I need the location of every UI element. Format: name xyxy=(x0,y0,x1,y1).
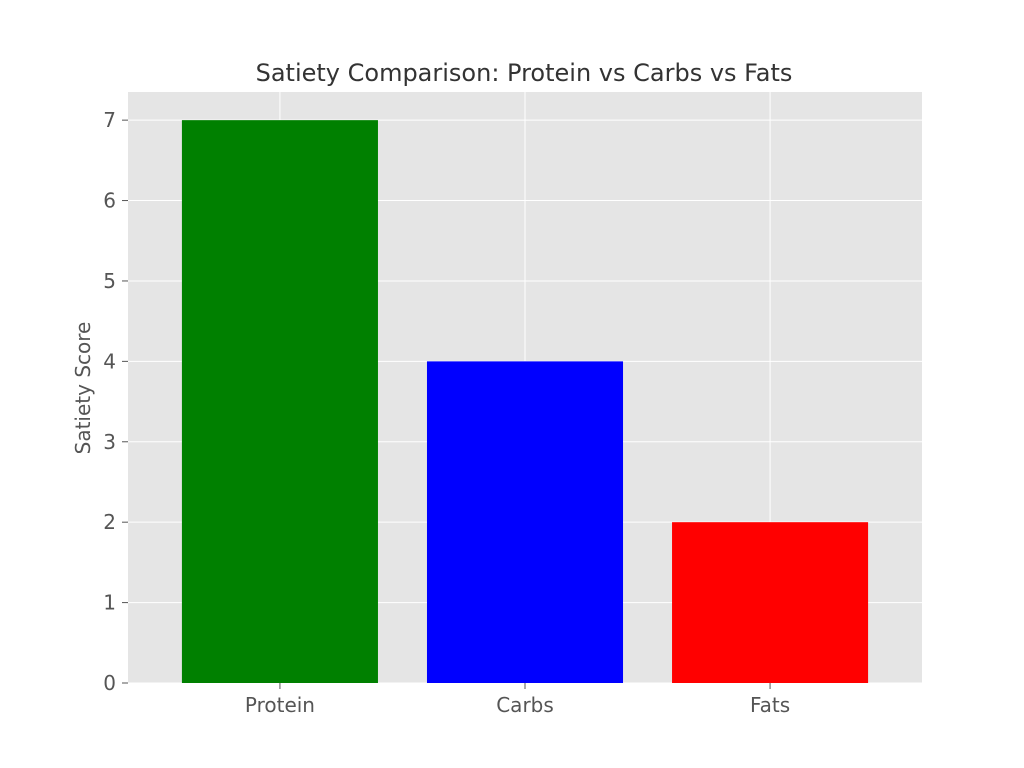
y-axis-label: Satiety Score xyxy=(71,322,95,455)
bar-protein xyxy=(181,120,378,683)
bar-carbs xyxy=(426,361,624,683)
bar-fats xyxy=(672,522,869,683)
chart-title: Satiety Comparison: Protein vs Carbs vs … xyxy=(256,59,793,87)
y-tick-label: 0 xyxy=(103,671,116,695)
bars-group xyxy=(181,120,869,683)
x-tick-label-fats: Fats xyxy=(750,693,790,717)
y-tick-label: 4 xyxy=(103,349,116,373)
y-tick-label: 2 xyxy=(103,510,116,534)
y-tick-label: 7 xyxy=(103,108,116,132)
y-tick-label: 5 xyxy=(103,269,116,293)
y-tick-label: 6 xyxy=(103,189,116,213)
y-tick-label: 3 xyxy=(103,430,116,454)
x-tick-label-carbs: Carbs xyxy=(496,693,554,717)
x-axis-ticks: Protein Carbs Fats xyxy=(245,683,790,717)
x-tick-label-protein: Protein xyxy=(245,693,315,717)
y-axis-ticks: 0 1 2 3 4 5 6 7 xyxy=(103,108,128,695)
y-tick-label: 1 xyxy=(103,591,116,615)
